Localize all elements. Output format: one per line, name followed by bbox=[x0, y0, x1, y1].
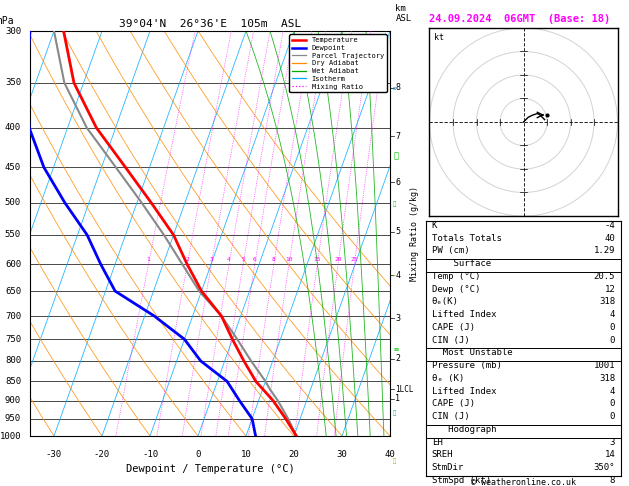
Text: kt: kt bbox=[434, 33, 444, 42]
Text: PW (cm): PW (cm) bbox=[432, 246, 469, 255]
Text: CAPE (J): CAPE (J) bbox=[432, 399, 475, 408]
Text: 4: 4 bbox=[610, 387, 615, 396]
Text: 0: 0 bbox=[610, 412, 615, 421]
Text: SREH: SREH bbox=[432, 451, 454, 459]
Text: 0: 0 bbox=[610, 399, 615, 408]
Text: 5: 5 bbox=[396, 227, 401, 236]
Title: 39°04'N  26°36'E  105m  ASL: 39°04'N 26°36'E 105m ASL bbox=[119, 19, 301, 29]
Text: 1001: 1001 bbox=[594, 361, 615, 370]
Text: ≫: ≫ bbox=[393, 151, 398, 160]
Text: 0: 0 bbox=[610, 323, 615, 332]
Text: 300: 300 bbox=[5, 27, 21, 35]
Text: 5: 5 bbox=[242, 257, 245, 262]
Text: CIN (J): CIN (J) bbox=[432, 336, 469, 345]
Text: 24.09.2024  06GMT  (Base: 18): 24.09.2024 06GMT (Base: 18) bbox=[429, 14, 610, 24]
Text: 800: 800 bbox=[5, 356, 21, 365]
Text: 20: 20 bbox=[289, 450, 299, 459]
Text: 8: 8 bbox=[396, 83, 401, 92]
Text: 0: 0 bbox=[610, 336, 615, 345]
Text: StmSpd (kt): StmSpd (kt) bbox=[432, 476, 491, 485]
Text: 700: 700 bbox=[5, 312, 21, 321]
Text: 10: 10 bbox=[241, 450, 252, 459]
Text: 318: 318 bbox=[599, 297, 615, 306]
Text: -30: -30 bbox=[46, 450, 62, 459]
Text: Lifted Index: Lifted Index bbox=[432, 387, 496, 396]
Text: CAPE (J): CAPE (J) bbox=[432, 323, 475, 332]
Text: 350: 350 bbox=[5, 78, 21, 87]
Text: 318: 318 bbox=[599, 374, 615, 383]
Text: 600: 600 bbox=[5, 260, 21, 269]
Text: 8: 8 bbox=[610, 476, 615, 485]
Text: © weatheronline.co.uk: © weatheronline.co.uk bbox=[471, 478, 576, 486]
Text: 30: 30 bbox=[337, 450, 347, 459]
Text: 1: 1 bbox=[147, 257, 150, 262]
Text: 450: 450 bbox=[5, 163, 21, 172]
Text: 950: 950 bbox=[5, 414, 21, 423]
Text: Surface: Surface bbox=[432, 259, 491, 268]
Text: 20: 20 bbox=[334, 257, 342, 262]
Text: -20: -20 bbox=[94, 450, 110, 459]
Text: 4: 4 bbox=[227, 257, 231, 262]
Text: StmDir: StmDir bbox=[432, 463, 464, 472]
Text: 2: 2 bbox=[396, 354, 401, 364]
Text: Temp (°C): Temp (°C) bbox=[432, 272, 480, 281]
Text: Dewpoint / Temperature (°C): Dewpoint / Temperature (°C) bbox=[126, 464, 294, 474]
Text: 4: 4 bbox=[396, 271, 401, 280]
Text: 14: 14 bbox=[604, 451, 615, 459]
Text: 550: 550 bbox=[5, 230, 21, 240]
Text: 3: 3 bbox=[610, 438, 615, 447]
Text: 850: 850 bbox=[5, 377, 21, 386]
Text: K: K bbox=[432, 221, 437, 230]
Text: θₑ (K): θₑ (K) bbox=[432, 374, 464, 383]
Text: Dewp (°C): Dewp (°C) bbox=[432, 285, 480, 294]
Text: Pressure (mb): Pressure (mb) bbox=[432, 361, 502, 370]
Text: 1.29: 1.29 bbox=[594, 246, 615, 255]
Text: 750: 750 bbox=[5, 335, 21, 344]
Text: Most Unstable: Most Unstable bbox=[432, 348, 513, 357]
Text: ≡: ≡ bbox=[393, 85, 396, 90]
Text: 1: 1 bbox=[396, 394, 401, 403]
Text: ≫: ≫ bbox=[393, 410, 396, 416]
Text: ⌐: ⌐ bbox=[393, 275, 396, 279]
Text: 20.5: 20.5 bbox=[594, 272, 615, 281]
Text: ≡: ≡ bbox=[393, 346, 398, 354]
Text: 4: 4 bbox=[610, 310, 615, 319]
Text: 0: 0 bbox=[196, 450, 201, 459]
Text: 7: 7 bbox=[396, 132, 401, 140]
Text: 40: 40 bbox=[604, 234, 615, 243]
Text: EH: EH bbox=[432, 438, 443, 447]
Text: 900: 900 bbox=[5, 396, 21, 405]
Text: 3: 3 bbox=[396, 314, 401, 323]
Text: 10: 10 bbox=[285, 257, 292, 262]
Text: 8: 8 bbox=[272, 257, 276, 262]
Text: -4: -4 bbox=[604, 221, 615, 230]
Text: θₑ(K): θₑ(K) bbox=[432, 297, 459, 306]
Text: ≪: ≪ bbox=[393, 201, 396, 207]
Text: 6: 6 bbox=[396, 177, 401, 187]
Text: 40: 40 bbox=[384, 450, 396, 459]
Legend: Temperature, Dewpoint, Parcel Trajectory, Dry Adiabat, Wet Adiabat, Isotherm, Mi: Temperature, Dewpoint, Parcel Trajectory… bbox=[289, 35, 387, 92]
Text: ≪: ≪ bbox=[393, 459, 396, 465]
Text: 6: 6 bbox=[253, 257, 257, 262]
Text: Mixing Ratio (g/kg): Mixing Ratio (g/kg) bbox=[409, 186, 419, 281]
Text: 2: 2 bbox=[186, 257, 189, 262]
Text: 15: 15 bbox=[313, 257, 321, 262]
Text: km
ASL: km ASL bbox=[396, 4, 411, 23]
Text: 3: 3 bbox=[209, 257, 213, 262]
Text: -10: -10 bbox=[142, 450, 158, 459]
Text: 1LCL: 1LCL bbox=[396, 384, 414, 394]
Text: 500: 500 bbox=[5, 198, 21, 208]
Text: Totals Totals: Totals Totals bbox=[432, 234, 502, 243]
Text: CIN (J): CIN (J) bbox=[432, 412, 469, 421]
Text: 1000: 1000 bbox=[0, 432, 21, 440]
Text: 350°: 350° bbox=[594, 463, 615, 472]
Text: 25: 25 bbox=[351, 257, 359, 262]
Text: hPa: hPa bbox=[0, 16, 14, 26]
Text: Lifted Index: Lifted Index bbox=[432, 310, 496, 319]
Text: Hodograph: Hodograph bbox=[432, 425, 496, 434]
Text: 12: 12 bbox=[604, 285, 615, 294]
Text: 400: 400 bbox=[5, 123, 21, 132]
Text: 650: 650 bbox=[5, 287, 21, 295]
